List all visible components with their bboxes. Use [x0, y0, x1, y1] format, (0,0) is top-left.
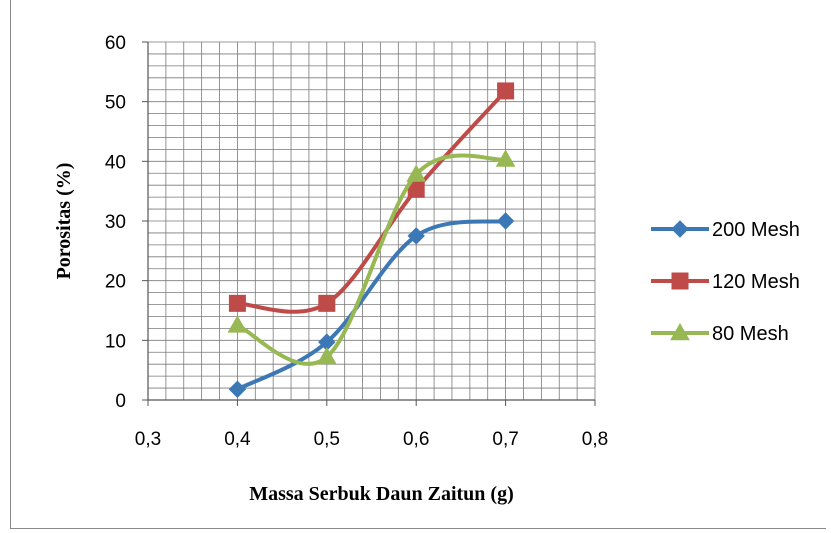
x-axis-title: Massa Serbuk Daun Zaitun (g)	[249, 483, 514, 505]
x-tick-label: 0,4	[224, 429, 251, 450]
y-tick-label: 30	[105, 212, 126, 233]
data-point-120-mesh	[497, 82, 515, 100]
legend-label-120-mesh: 120 Mesh	[712, 271, 800, 293]
legend-marker-200-mesh	[671, 220, 689, 238]
y-tick-label: 10	[105, 331, 126, 352]
axes	[142, 41, 596, 406]
x-tick-label: 0,7	[492, 429, 518, 450]
x-tick-label: 0,3	[135, 429, 161, 450]
legend-label-80-mesh: 80 Mesh	[712, 323, 789, 345]
data-point-200-mesh	[496, 212, 515, 230]
data-point-80-mesh	[495, 149, 516, 167]
y-tick-label: 0	[115, 391, 126, 412]
legend-marker-120-mesh	[671, 272, 689, 290]
y-tick-label: 20	[105, 272, 126, 293]
tick-labels: 0,3 0,4 0,5 0,6 0,7 0,8 0 10 20 30 40 50 60	[105, 33, 608, 450]
legend-marker-80-mesh	[670, 322, 690, 341]
series-line-80-mesh	[235, 153, 508, 366]
data-point-120-mesh	[228, 294, 246, 312]
grid	[147, 41, 596, 401]
data-point-120-mesh	[318, 294, 336, 312]
data-point-80-mesh	[227, 315, 248, 333]
y-tick-label: 60	[105, 33, 126, 54]
y-axis-title: Porositas (%)	[53, 163, 75, 280]
series-line-120-mesh	[235, 88, 508, 314]
y-tick-label: 50	[105, 93, 126, 114]
legend: 200 Mesh 120 Mesh 80 Mesh	[651, 219, 800, 345]
series-group	[227, 82, 516, 398]
x-tick-label: 0,6	[403, 429, 429, 450]
data-point-80-mesh	[316, 347, 337, 365]
legend-label-200-mesh: 200 Mesh	[712, 219, 800, 241]
data-point-200-mesh	[407, 227, 425, 245]
y-tick-label: 40	[105, 152, 126, 173]
series-line-200-mesh	[235, 219, 508, 392]
x-tick-label: 0,5	[314, 429, 340, 450]
chart-frame	[10, 0, 826, 529]
data-point-80-mesh	[406, 164, 427, 182]
data-point-200-mesh	[228, 380, 247, 398]
x-tick-label: 0,8	[582, 429, 608, 450]
